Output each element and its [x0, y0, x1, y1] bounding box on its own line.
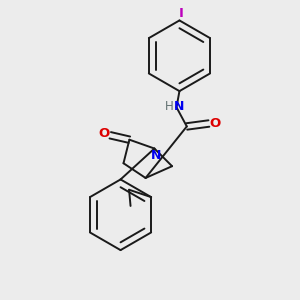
Text: H: H [165, 100, 173, 113]
Text: N: N [174, 100, 184, 113]
Text: I: I [178, 7, 183, 20]
Text: N: N [151, 148, 161, 161]
Text: O: O [209, 117, 220, 130]
Text: O: O [99, 127, 110, 140]
